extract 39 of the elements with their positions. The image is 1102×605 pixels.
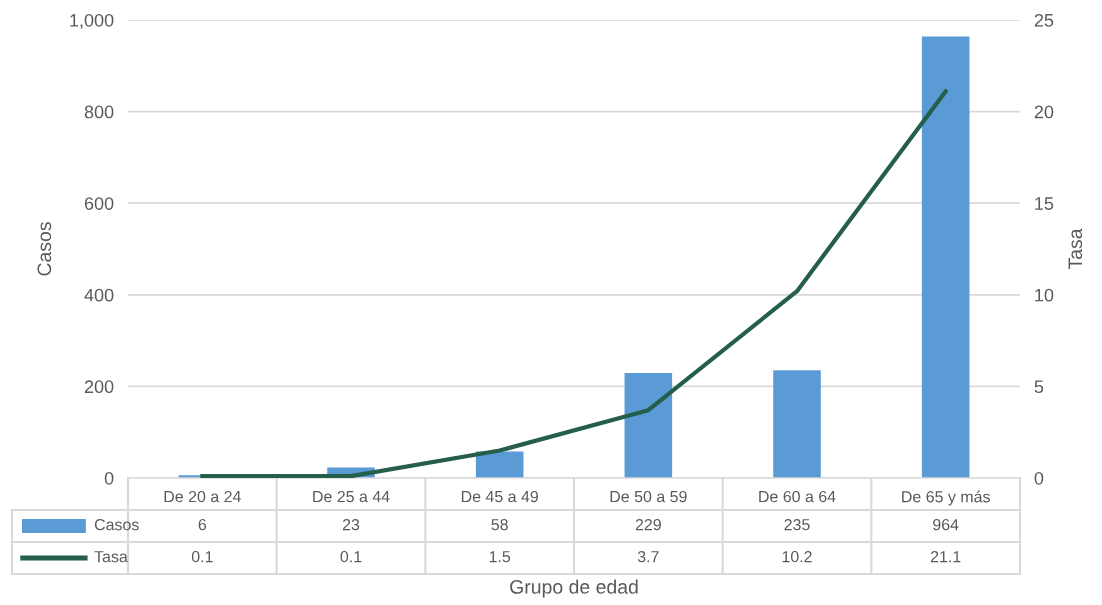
bar (624, 373, 673, 478)
x-tick-label: De 65 y más (902, 490, 990, 506)
y-tick-label: 600 (84, 197, 114, 210)
y2-tick-label: 20 (1034, 105, 1054, 119)
x-tick-label: De 45 a 49 (461, 490, 538, 503)
data-label: 235 (784, 518, 810, 531)
data-label: 964 (933, 518, 959, 531)
bar (475, 451, 524, 478)
y2-tick-label: 10 (1035, 288, 1054, 302)
bar (773, 370, 821, 478)
data-label: 0.1 (340, 550, 362, 563)
data-label: 3.7 (637, 550, 659, 563)
data-label: 10.2 (782, 550, 812, 563)
y2-tick-label: 25 (1034, 13, 1054, 27)
data-label: 6 (198, 518, 207, 531)
y-axis-title: Casos (37, 222, 52, 276)
y-tick-label: 200 (84, 380, 114, 394)
y2-tick-label: 15 (1035, 197, 1054, 210)
bar (921, 36, 970, 478)
data-label: 21.1 (930, 550, 961, 563)
y2-tick-label: 5 (1034, 380, 1044, 394)
x-tick-label: De 50 a 59 (610, 490, 687, 503)
data-label: 58 (491, 518, 508, 531)
x-axis-title: Grupo de edad (510, 579, 638, 598)
y-tick-label: 800 (84, 105, 114, 119)
legend-label: Tasa (94, 551, 128, 563)
data-label: 229 (635, 518, 661, 531)
x-tick-label: De 20 a 24 (164, 490, 241, 503)
data-label: 1.5 (489, 551, 511, 563)
y-tick-label: 400 (84, 288, 114, 302)
y2-tick-label: 0 (1034, 471, 1044, 485)
y-tick-label: 1,000 (70, 13, 114, 29)
y2-axis-title: Tasa (1068, 228, 1083, 270)
x-tick-label: De 25 a 44 (313, 490, 390, 503)
x-tick-label: De 60 a 64 (759, 490, 836, 503)
data-label: 0.1 (191, 550, 213, 563)
data-label: 23 (342, 518, 360, 531)
legend-label: Casos (94, 518, 139, 531)
y-tick-label: 0 (104, 471, 114, 485)
